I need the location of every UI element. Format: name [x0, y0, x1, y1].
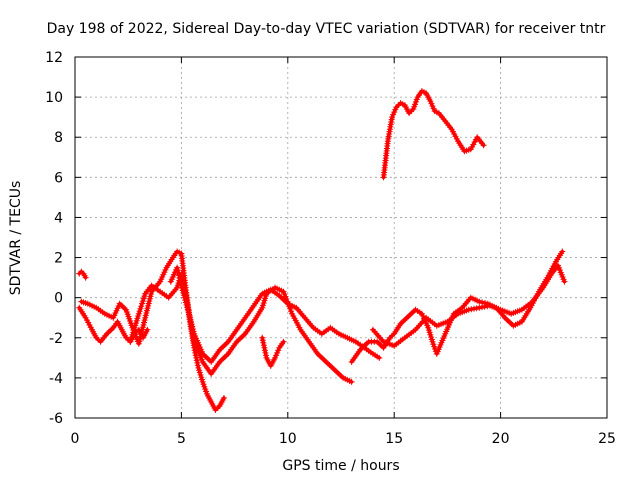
data-point-marker [390, 111, 397, 118]
data-point-marker [138, 303, 145, 310]
x-tick-label: 10 [279, 431, 297, 447]
data-point-marker [261, 347, 268, 354]
plot-frame [74, 56, 608, 419]
y-tick-label: 12 [45, 50, 63, 66]
series-segment-8 [369, 262, 568, 349]
data-point-marker [194, 359, 201, 366]
data-point-marker [82, 274, 89, 281]
data-series [76, 88, 568, 413]
data-point-marker [177, 277, 184, 284]
data-point-marker [274, 349, 281, 356]
y-tick-label: 10 [45, 90, 63, 106]
data-point-marker [259, 334, 266, 341]
y-axis-label: SDTVAR / TECUs [8, 181, 24, 296]
data-point-marker [481, 303, 488, 310]
data-point-marker [561, 278, 568, 285]
grid-lines [75, 57, 607, 418]
data-point-marker [430, 105, 437, 112]
data-point-marker [280, 338, 287, 345]
data-point-marker [141, 293, 148, 300]
data-point-marker [177, 280, 184, 287]
chart-title: Day 198 of 2022, Sidereal Day-to-day VTE… [47, 21, 606, 37]
data-point-marker [376, 354, 383, 361]
data-point-marker [174, 267, 181, 274]
data-point-marker [480, 142, 487, 149]
data-point-marker [272, 354, 279, 361]
data-point-marker [175, 269, 182, 276]
data-point-marker [427, 98, 434, 105]
data-point-marker [175, 272, 182, 279]
series-segment-7 [348, 248, 566, 365]
data-point-marker [136, 308, 143, 315]
data-point-marker [465, 306, 472, 313]
data-point-marker [559, 248, 566, 255]
axis-ticks: 0 5 10 15 20 25 -6 -4 -2 0 2 4 6 8 10 12 [45, 50, 616, 447]
data-point-marker [476, 304, 483, 311]
data-point-marker [428, 100, 435, 107]
series-segment-6 [259, 334, 287, 369]
data-point-marker [473, 305, 480, 312]
y-tick-label: 4 [54, 210, 63, 226]
series-segment-1 [76, 268, 89, 281]
data-point-marker [262, 349, 269, 356]
y-tick-label: 6 [54, 170, 63, 186]
series-trace [79, 249, 226, 412]
series-segment-5 [167, 264, 383, 365]
x-tick-label: 20 [492, 431, 510, 447]
y-tick-label: 0 [54, 291, 63, 307]
series-trace [169, 265, 382, 364]
series-segment-9 [380, 88, 487, 181]
data-point-marker [220, 394, 227, 401]
data-point-marker [273, 352, 280, 359]
data-point-marker [174, 264, 181, 271]
data-point-marker [260, 342, 267, 349]
data-point-marker [391, 109, 398, 116]
y-tick-label: -4 [49, 371, 63, 387]
data-point-marker [176, 274, 183, 281]
data-point-marker [392, 106, 399, 113]
x-tick-label: 5 [177, 431, 186, 447]
data-point-marker [471, 305, 477, 312]
y-tick-label: 8 [54, 130, 63, 146]
data-point-marker [144, 326, 151, 333]
data-point-marker [389, 114, 396, 121]
data-point-marker [262, 352, 269, 359]
x-axis-label: GPS time / hours [282, 458, 399, 474]
data-point-marker [259, 337, 266, 344]
data-point-marker [137, 305, 144, 312]
y-tick-label: 2 [54, 251, 63, 267]
data-point-marker [260, 339, 267, 346]
y-tick-label: -6 [49, 411, 63, 427]
data-point-marker [261, 344, 268, 351]
data-point-marker [275, 347, 282, 354]
x-tick-label: 0 [71, 431, 80, 447]
data-point-marker [348, 378, 355, 385]
data-point-marker [478, 304, 485, 311]
data-point-marker [139, 298, 146, 305]
data-point-marker [135, 310, 142, 317]
data-point-marker [139, 300, 146, 307]
series-segment-2 [76, 304, 151, 345]
data-point-marker [140, 295, 147, 302]
data-point-marker [193, 357, 200, 364]
x-tick-label: 25 [598, 431, 616, 447]
data-point-marker [476, 298, 483, 305]
x-tick-label: 15 [385, 431, 403, 447]
series-trace [371, 263, 567, 348]
series-segment-3 [78, 248, 227, 413]
data-point-marker [194, 362, 201, 369]
data-point-marker [468, 306, 475, 313]
y-tick-label: -2 [49, 331, 63, 347]
data-point-marker [429, 103, 436, 110]
